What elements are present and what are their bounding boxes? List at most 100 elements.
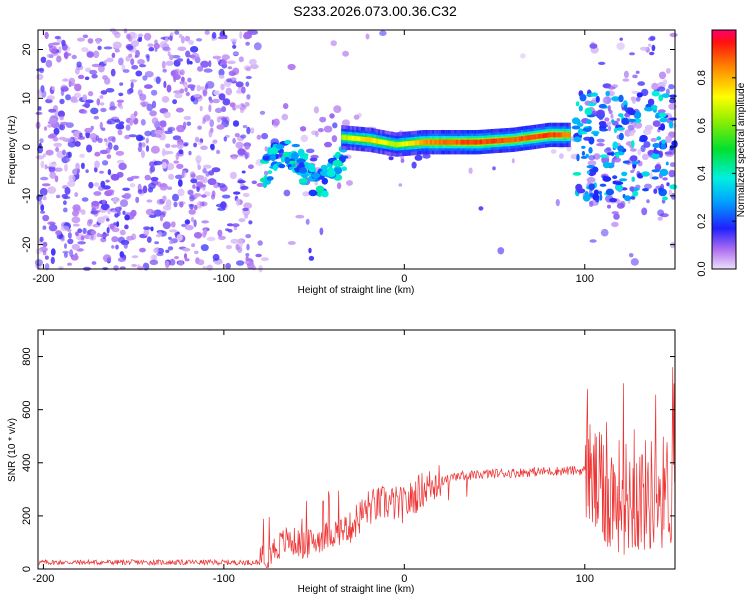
spectrogram-noise-blob [632,74,638,79]
spectrogram-noise-blob [175,107,184,113]
spectrogram-noise-blob [333,105,342,113]
spectrogram-ridge-blob [612,180,617,185]
spectrogram-ridge-cell [501,138,504,143]
spectrogram-noise-blob [308,255,315,261]
spectrogram-ridge-blob [659,117,668,123]
spectrogram-noise-blob [176,233,183,242]
spectrogram-noise-blob [600,228,609,237]
spectrogram-ridge-blob [661,139,666,145]
spectrogram-x-tick-label: 100 [576,273,594,285]
spectrogram-noise-blob [183,83,189,88]
spectrogram-ridge-cell [468,139,472,145]
spectrogram-noise-blob [91,202,100,210]
spectrogram-noise-blob [40,176,49,181]
colorbar-label: Normalized spectral amplitude [736,82,747,217]
spectrogram-noise-blob [75,231,79,237]
spectrogram-noise-blob [53,127,60,135]
spectrogram-noise-blob [173,201,178,208]
spectrogram-ridge-cell [492,138,495,144]
spectrogram-noise-blob [191,243,196,248]
spectrogram-noise-blob [128,53,133,58]
colorbar-tick-label: 0.2 [696,214,708,229]
spectrogram-noise-blob [511,158,515,164]
spectrogram-noise-blob [77,136,86,140]
spectrogram-ridge-cell [410,140,413,146]
spectrogram-noise-blob [42,250,47,256]
spectrogram-noise-blob [190,216,195,223]
spectrogram-noise-blob [195,136,200,143]
spectrogram-ridge-cell [523,135,526,141]
spectrogram-ridge-blob [599,183,607,187]
spectrogram-noise-blob [186,121,192,126]
spectrogram-ridge-cell [419,140,422,145]
spectrogram-ridge-blob [630,196,635,200]
spectrogram-noise-blob [94,160,100,169]
spectrogram-noise-blob [177,188,185,197]
spectrogram-noise-blob [239,31,243,40]
spectrogram-ridge-cell [378,139,381,144]
spectrogram-ridge-blob [571,125,581,130]
spectrogram-noise-blob [218,68,225,77]
spectrogram-noise-blob [589,239,597,243]
spectrogram-noise-blob [58,136,67,141]
spectrogram-noise-blob [204,30,210,35]
spectrogram-noise-blob [39,200,43,206]
spectrogram-noise-blob [67,180,76,187]
spectrogram-noise-blob [68,77,76,85]
spectrogram-noise-blob [589,43,598,49]
spectrogram-noise-blob [71,216,81,224]
spectrogram-noise-blob [244,213,249,219]
spectrogram-noise-blob [669,32,678,38]
spectrogram-noise-blob [208,104,212,113]
spectrogram-ridge-blob [333,167,342,175]
spectrogram-noise-blob [247,262,255,270]
spectrogram-ridge-blob [593,132,599,137]
spectrogram-noise-blob [181,76,185,83]
spectrogram-noise-blob [100,107,107,113]
colorbar-tick-label: 0.4 [696,166,708,181]
spectrogram-noise-blob [605,147,612,151]
spectrogram-noise-blob [149,259,159,265]
spectrogram-noise-blob [596,143,605,147]
spectrogram-noise-blob [246,94,251,100]
spectrogram-ridge-blob [615,153,620,159]
spectrogram-ridge-blob [612,141,618,149]
spectrogram-noise-blob [196,84,201,92]
spectrogram-noise-blob [167,51,171,57]
spectrogram-noise-blob [610,113,614,119]
spectrogram-noise-blob [175,174,184,180]
spectrogram-noise-blob [197,125,203,130]
spectrogram-noise-blob [89,69,98,75]
snr-y-tick-label: 200 [21,507,33,525]
spectrogram-ridge-cell [352,135,355,141]
spectrogram-noise-blob [59,98,65,105]
spectrogram-ridge-blob [319,170,330,177]
spectrogram-ridge-blob [320,164,328,171]
spectrogram-noise-blob [422,153,431,159]
spectrogram-noise-blob [35,111,43,115]
spectrogram-ridge-blob [658,112,667,118]
spectrogram-noise-blob [74,83,82,92]
spectrogram-noise-blob [68,174,76,182]
spectrogram-noise-blob [602,97,607,104]
spectrogram-ridge-blob [298,167,308,174]
spectrogram-noise-blob [232,44,237,49]
spectrogram-noise-blob [151,117,159,125]
spectrogram-noise-blob [161,162,167,169]
spectrogram-noise-blob [55,230,62,236]
spectrogram-noise-blob [144,71,154,78]
spectrogram-noise-blob [193,250,199,255]
spectrogram-noise-blob [50,256,55,265]
spectrogram-noise-blob [613,213,620,220]
spectrogram-noise-blob [196,186,200,192]
spectrogram-noise-blob [96,98,101,106]
spectrogram-noise-blob [163,111,171,119]
spectrogram-noise-blob [66,157,71,162]
spectrogram-noise-blob [77,74,85,80]
spectrogram-noise-blob [86,51,95,58]
spectrogram-noise-blob [60,225,70,232]
spectrogram-noise-blob [246,243,250,251]
spectrogram-noise-blob [103,138,108,142]
spectrogram-noise-blob [59,123,66,131]
spectrogram-noise-blob [48,166,56,173]
